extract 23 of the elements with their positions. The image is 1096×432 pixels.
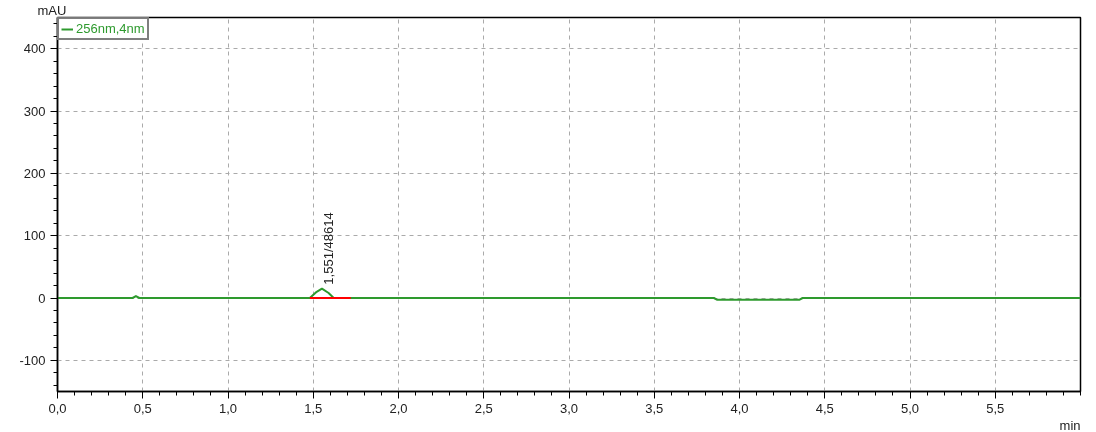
- y-tick-label: 200: [23, 165, 46, 181]
- y-axis-title: mAU: [37, 2, 67, 18]
- x-tick-label: 5,5: [986, 400, 1005, 416]
- y-tick-label: 400: [23, 41, 46, 57]
- x-tick-label: 0,5: [133, 400, 152, 416]
- legend-label: 256nm,4nm: [76, 21, 145, 36]
- x-tick-label: 2,5: [474, 400, 493, 416]
- x-tick-label: 4,0: [730, 400, 749, 416]
- y-tick-label: 0: [38, 290, 46, 306]
- annotation: 1,551/48614: [320, 212, 336, 285]
- x-axis-title: min: [1059, 417, 1081, 432]
- x-tick-label: 2,0: [389, 400, 408, 416]
- line-series: [57, 287, 1081, 301]
- y-tick-label: 300: [23, 103, 46, 119]
- y-tick-label: -100: [19, 352, 46, 368]
- x-tick-label: 1,0: [218, 400, 238, 416]
- x-tick-label: 4,5: [815, 400, 834, 416]
- x-tick-label: 0,0: [48, 400, 67, 416]
- x-tick-label: 5,0: [900, 400, 920, 416]
- x-tick-label: 3,0: [559, 400, 579, 416]
- y-tick-label: 100: [23, 228, 46, 244]
- x-tick-label: 1,5: [304, 400, 323, 416]
- x-tick-label: 3,5: [645, 400, 664, 416]
